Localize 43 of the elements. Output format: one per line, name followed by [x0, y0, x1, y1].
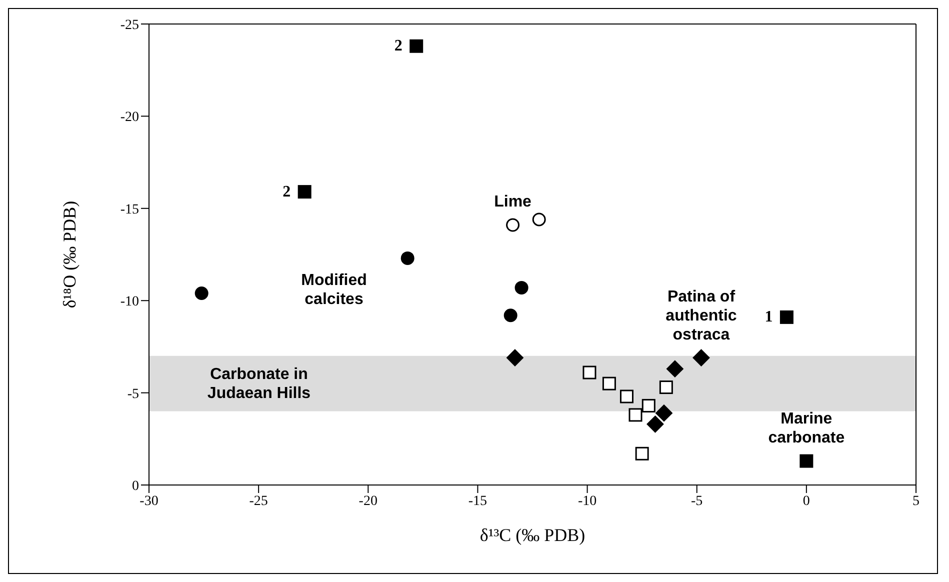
- point: [582, 366, 596, 380]
- y-tick-label: 0: [132, 478, 139, 494]
- point: [298, 185, 312, 199]
- y-axis-title: δ¹⁸O (‰ PDB): [59, 200, 80, 308]
- x-tick-label: 5: [912, 494, 920, 509]
- point: [194, 286, 208, 300]
- band-label: Carbonate in Judaean Hills: [207, 366, 311, 402]
- point: [410, 39, 424, 53]
- point: [400, 251, 414, 265]
- x-axis-title: δ¹³C (‰ PDB): [480, 525, 586, 545]
- point: [506, 349, 524, 366]
- y-tick-label: -20: [120, 110, 139, 126]
- annotation: 2: [282, 183, 291, 200]
- point: [628, 408, 642, 422]
- y-tick-label: -5: [127, 386, 139, 402]
- annotation: Marine carbonate: [768, 410, 845, 446]
- annotation: Lime: [494, 192, 532, 210]
- x-tick-label: -25: [249, 494, 268, 509]
- point: [646, 416, 664, 433]
- annotation: Patina of authentic ostraca: [666, 288, 737, 343]
- point: [655, 404, 672, 422]
- x-tick-label: 0: [802, 494, 810, 509]
- point: [504, 308, 518, 322]
- x-tick-label: -5: [691, 494, 703, 509]
- point: [620, 390, 634, 404]
- point: [602, 376, 616, 390]
- x-tick-label: -10: [578, 494, 597, 509]
- y-tick-label: -15: [120, 202, 139, 218]
- y-tick-label: -10: [120, 294, 139, 310]
- x-tick-label: -20: [358, 494, 378, 509]
- y-tick-label: -25: [120, 18, 139, 33]
- point: [800, 454, 814, 468]
- point: [780, 310, 794, 324]
- x-tick-label: -15: [468, 494, 488, 509]
- annotation: 2: [394, 38, 402, 55]
- annotation: 1: [764, 308, 773, 326]
- point: [642, 398, 656, 412]
- point: [659, 380, 673, 394]
- annotation: Modified calcites: [300, 271, 368, 309]
- x-tick-label: -30: [140, 494, 158, 509]
- point: [692, 349, 710, 366]
- point: [514, 280, 528, 294]
- point: [666, 360, 684, 378]
